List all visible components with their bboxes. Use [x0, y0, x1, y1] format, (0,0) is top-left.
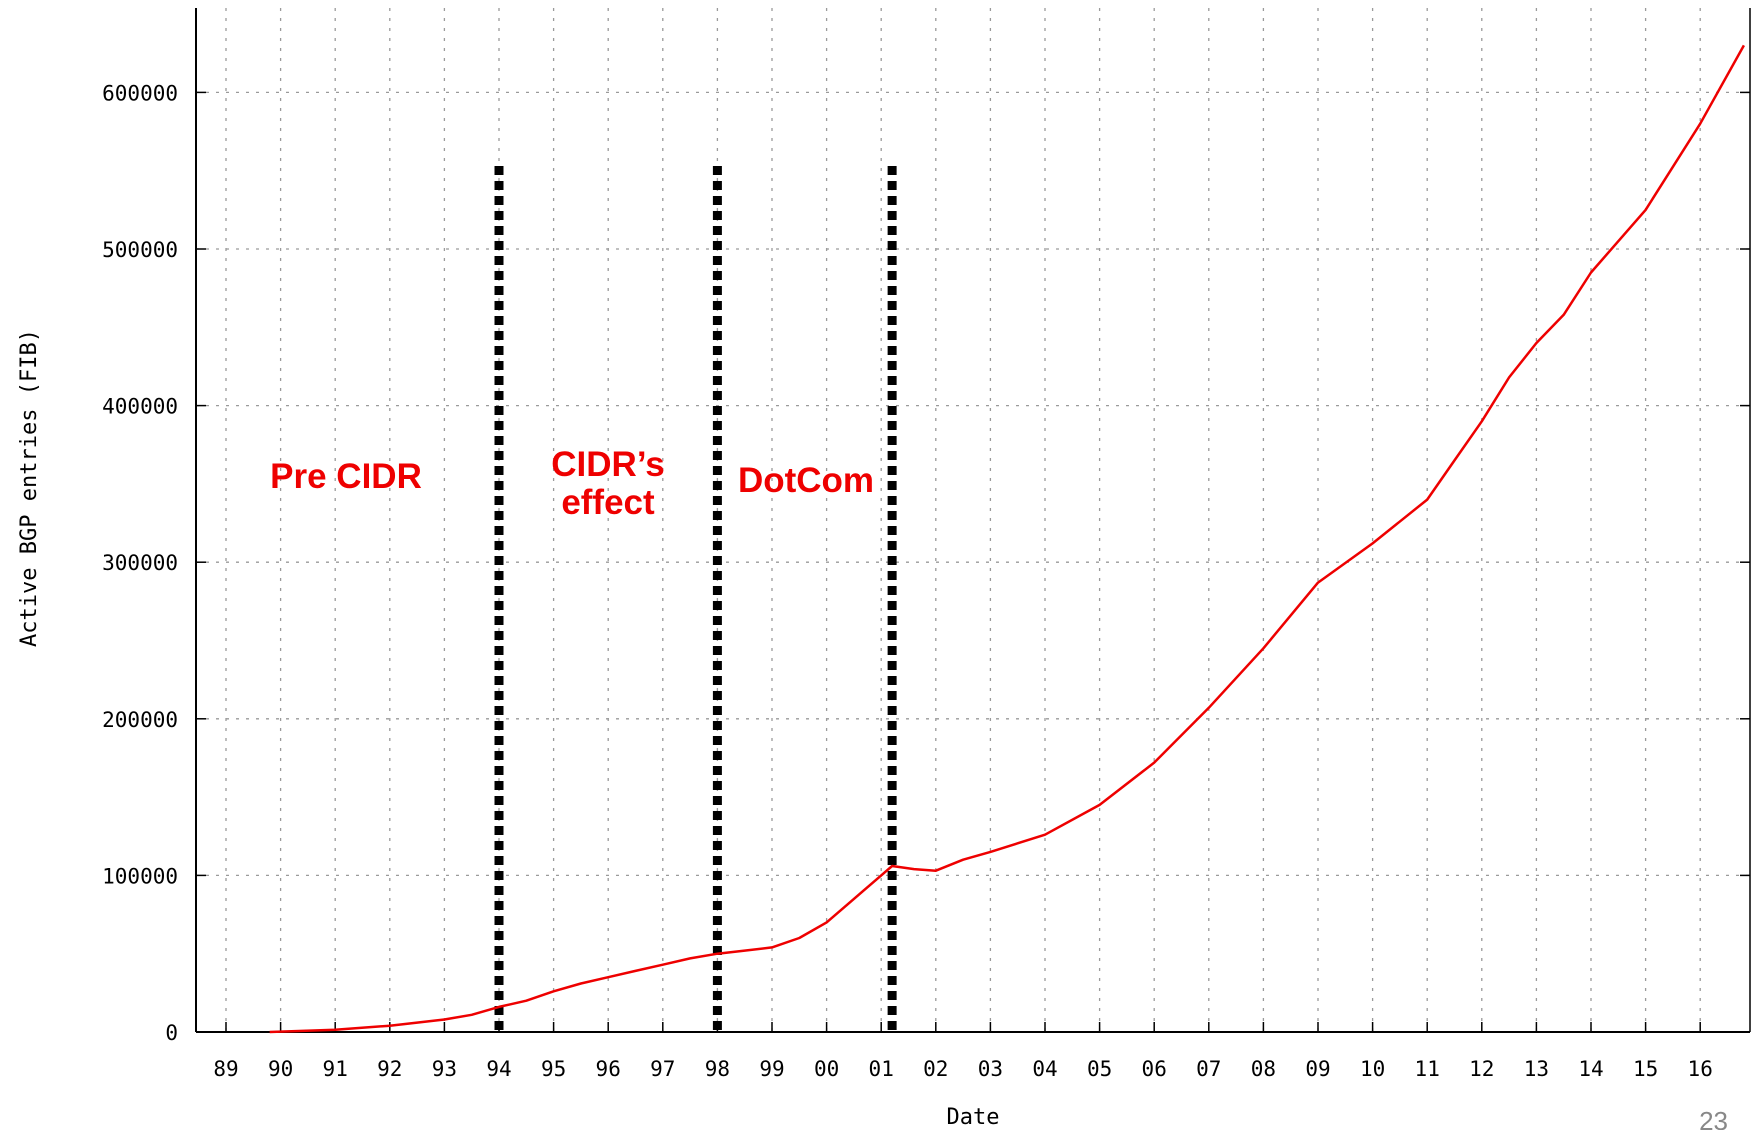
- era-label-line: Pre CIDR: [270, 457, 422, 496]
- x-tick-label: 03: [978, 1057, 1003, 1081]
- x-tick-label: 04: [1032, 1057, 1057, 1081]
- era-label-line: CIDR’s: [551, 445, 664, 484]
- series-layer: [269, 44, 1745, 1034]
- x-tick-label: 96: [596, 1057, 621, 1081]
- x-tick-label: 95: [541, 1057, 566, 1081]
- grid: [196, 8, 1750, 1032]
- x-tick-label: 90: [268, 1057, 293, 1081]
- x-tick-label: 02: [923, 1057, 948, 1081]
- x-tick-label: 11: [1415, 1057, 1440, 1081]
- x-tick-label: 00: [814, 1057, 839, 1081]
- y-ticks: 0 100000 200000 300000 400000 500000 600000: [102, 81, 1750, 1045]
- x-tick-label: 05: [1087, 1057, 1112, 1081]
- x-tick-label: 15: [1633, 1057, 1658, 1081]
- x-tick-label: 89: [213, 1057, 238, 1081]
- x-tick-label: 08: [1251, 1057, 1276, 1081]
- x-axis-title: Date: [947, 1105, 1000, 1130]
- era-label: Pre CIDR: [270, 457, 422, 496]
- x-tick-label: 12: [1469, 1057, 1494, 1081]
- x-tick-label: 06: [1142, 1057, 1167, 1081]
- x-tick-label: 94: [486, 1057, 511, 1081]
- x-tick-label: 09: [1305, 1057, 1330, 1081]
- x-tick-label: 99: [759, 1057, 784, 1081]
- y-tick-label: 300000: [102, 551, 178, 575]
- x-tick-label: 16: [1688, 1057, 1713, 1081]
- y-tick-label: 400000: [102, 395, 178, 419]
- era-label-line: DotCom: [738, 461, 874, 500]
- x-tick-label: 93: [432, 1057, 457, 1081]
- x-tick-label: 98: [705, 1057, 730, 1081]
- x-tick-label: 01: [869, 1057, 894, 1081]
- x-tick-label: 97: [650, 1057, 675, 1081]
- era-label: CIDR’s effect: [551, 445, 664, 522]
- y-tick-label: 200000: [102, 708, 178, 732]
- era-label: DotCom: [738, 461, 874, 500]
- x-tick-label: 91: [323, 1057, 348, 1081]
- axes: [195, 8, 1751, 1033]
- x-tick-label: 10: [1360, 1057, 1385, 1081]
- bgp-entries-line: [269, 44, 1745, 1034]
- y-tick-label: 0: [165, 1021, 178, 1045]
- y-axis-title: Active BGP entries (FIB): [17, 329, 42, 647]
- era-label-line: effect: [561, 483, 655, 522]
- y-tick-label: 600000: [102, 81, 178, 105]
- x-tick-label: 92: [377, 1057, 402, 1081]
- y-tick-label: 100000: [102, 864, 178, 888]
- x-ticks: 89 90 91 92 93 94 95 96 97 98 99 00 01 02 03 04 05 06 07 08…: [213, 1022, 1713, 1081]
- era-marker-lines: [494, 166, 897, 1032]
- page-number: 23: [1699, 1106, 1728, 1130]
- x-tick-label: 13: [1524, 1057, 1549, 1081]
- y-tick-label: 500000: [102, 238, 178, 262]
- x-tick-label: 07: [1196, 1057, 1221, 1081]
- era-annotations: Pre CIDR CIDR’s effect DotCom: [270, 445, 874, 522]
- x-tick-label: 14: [1578, 1057, 1603, 1081]
